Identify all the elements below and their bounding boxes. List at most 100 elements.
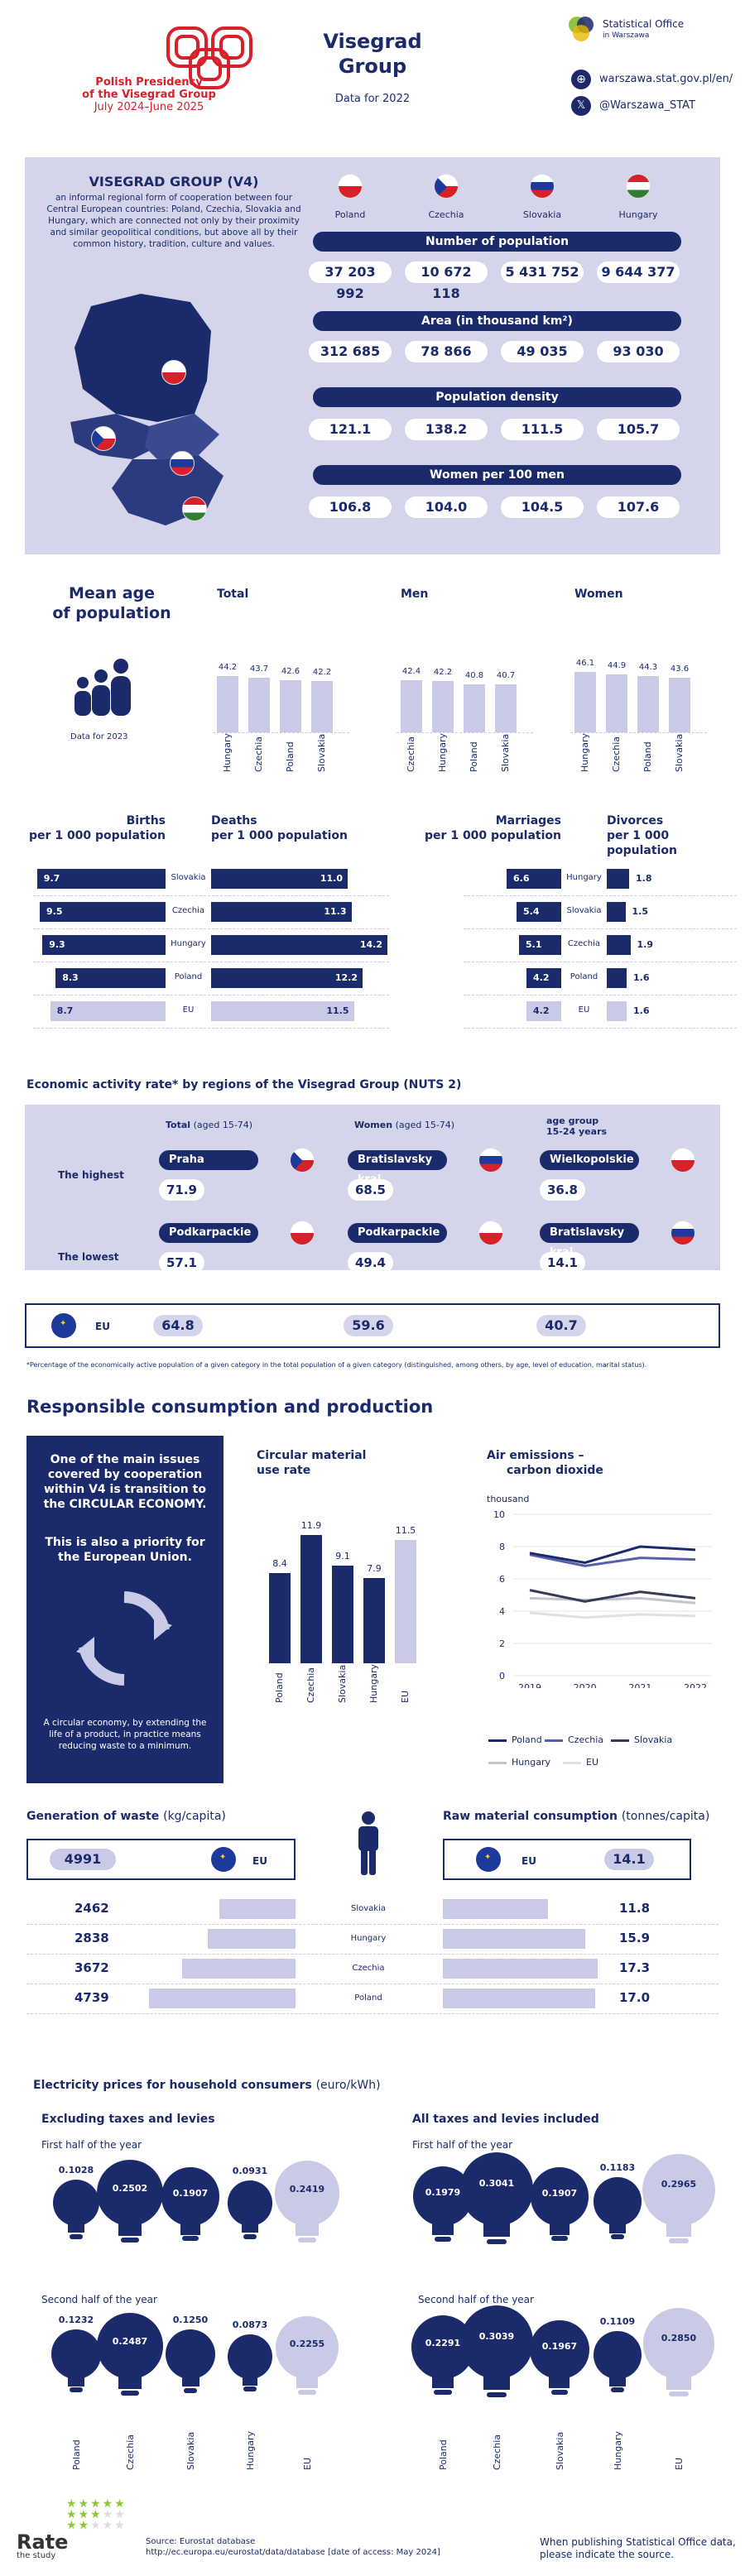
marriages-value: 4.2 xyxy=(533,972,550,983)
map-flag-slovakia xyxy=(170,451,195,476)
country-label-hungary: Hungary xyxy=(618,209,658,220)
highest-value: 36.8 xyxy=(540,1179,585,1201)
incl-h1-bulb-neck xyxy=(608,2222,627,2233)
publishing-note: When publishing Statistical Office data,… xyxy=(540,2536,736,2560)
density-czechia: 138.2 xyxy=(405,419,488,440)
twitter-handle[interactable]: @Warszawa_STAT xyxy=(599,99,696,112)
births-bar xyxy=(36,869,166,889)
excl-h2-price: 0.2255 xyxy=(289,2338,325,2349)
excl-h2-price: 0.0873 xyxy=(232,2319,268,2331)
air-unit: thousand xyxy=(487,1494,530,1504)
flag-czechia xyxy=(434,174,459,199)
incl-h1-price: 0.3041 xyxy=(478,2178,515,2190)
vital-row-divider xyxy=(464,928,737,929)
births-bar xyxy=(40,902,166,922)
waste-eu-label: EU xyxy=(252,1855,267,1867)
air-ytick: 6 xyxy=(499,1574,505,1585)
births-value: 8.3 xyxy=(62,972,79,983)
highest-label: The highest xyxy=(58,1169,124,1181)
excl-h1-bulb-icon xyxy=(227,2180,273,2226)
excl-h2-bulb-neck xyxy=(181,2375,199,2387)
lowest-value: 14.1 xyxy=(540,1252,585,1274)
elec-country-left: Czechia xyxy=(125,2434,136,2470)
excl-h1-price: 0.1907 xyxy=(172,2188,209,2199)
map-flag-czechia xyxy=(91,426,116,451)
highest-flag xyxy=(670,1148,695,1173)
divorces-value: 1.5 xyxy=(632,906,649,917)
circular-value: 8.4 xyxy=(272,1557,287,1569)
area-slovakia: 49 035 xyxy=(501,341,584,362)
air-series-hungary xyxy=(529,1596,696,1605)
mean-age-value: 42.6 xyxy=(281,666,300,676)
flag-triangle xyxy=(291,1149,303,1172)
circular-category: Czechia xyxy=(305,1667,316,1703)
women-slovakia: 104.5 xyxy=(501,496,584,518)
vital-row-divider xyxy=(464,1028,737,1029)
raw-bar xyxy=(443,1959,598,1979)
mean-age-value: 44.9 xyxy=(607,661,627,671)
circular-value: 11.5 xyxy=(395,1524,416,1536)
mean-age-value: 44.3 xyxy=(638,662,658,672)
highest-region: Praha xyxy=(159,1150,258,1170)
circular-category: Hungary xyxy=(368,1664,379,1703)
mean-age-country: Slovakia xyxy=(674,733,685,772)
air-legend-label: Slovakia xyxy=(634,1734,673,1745)
incl-h1-bulb-neck xyxy=(483,2220,510,2238)
excl-h2-bulb-neck xyxy=(67,2375,85,2387)
incl-title: All taxes and levies included xyxy=(412,2113,599,2126)
rate-study-link[interactable]: Rate the study xyxy=(17,2530,69,2560)
raw-bar xyxy=(443,1988,595,2008)
raw-bar xyxy=(443,1929,585,1949)
elec-country-left: Poland xyxy=(71,2439,82,2470)
population-band: Number of population xyxy=(313,232,681,252)
deaths-value: 11.3 xyxy=(324,906,347,917)
excl-h1-bulb-base xyxy=(70,2233,83,2239)
excl-h2-bulb-icon xyxy=(228,2334,272,2379)
lowest-flag xyxy=(290,1221,315,1245)
circular-box xyxy=(26,1436,223,1783)
waste-row-divider xyxy=(26,1924,719,1925)
person-icon xyxy=(354,1811,382,1877)
mean-age-baseline xyxy=(570,732,707,733)
bd-country: Poland xyxy=(174,972,203,981)
incl-h2-price: 0.2291 xyxy=(425,2338,461,2349)
excl-h1-bulb-base xyxy=(120,2238,140,2243)
mean-age-country: Hungary xyxy=(437,733,448,772)
births-bar xyxy=(42,935,166,955)
marriages-bar xyxy=(507,869,561,889)
air-legend-label: Czechia xyxy=(568,1734,604,1745)
mean-age-bar xyxy=(669,677,690,732)
incl-h2-bulb-icon xyxy=(530,2319,589,2379)
circular-value: 7.9 xyxy=(367,1563,382,1575)
excl-h1-bulb-icon xyxy=(274,2161,340,2226)
excl-h1-price: 0.2419 xyxy=(289,2183,325,2195)
page-title: Visegrad Group xyxy=(323,30,422,78)
mean-age-value: 42.2 xyxy=(312,667,332,677)
map-flag-poland xyxy=(161,360,186,385)
marriages-bar xyxy=(526,968,561,988)
incl-h1-bulb-icon xyxy=(530,2167,589,2226)
mean-age-total-title: Total xyxy=(217,588,249,601)
incl-h1-price: 0.2965 xyxy=(661,2179,697,2190)
activity-eu-women: 59.6 xyxy=(344,1315,393,1336)
deaths-value: 11.5 xyxy=(326,1005,349,1016)
x-icon: 𝕏 xyxy=(571,96,591,116)
excl-h1-bulb-icon xyxy=(96,2159,163,2226)
incl-h2-bulb-base xyxy=(434,2390,452,2396)
incl-h2-price: 0.3039 xyxy=(478,2331,515,2343)
area-band: Area (in thousand km²) xyxy=(313,311,681,331)
raw-eu-label: EU xyxy=(522,1855,536,1867)
elec-country-right: Czechia xyxy=(492,2434,502,2470)
marriages-value: 5.4 xyxy=(523,906,540,917)
incl-h1-bulb-icon xyxy=(642,2153,715,2226)
excl-h2-price: 0.1232 xyxy=(58,2315,94,2326)
marriages-value: 5.1 xyxy=(526,939,542,950)
density-band: Population density xyxy=(313,387,681,407)
website-link[interactable]: warszawa.stat.gov.pl/en/ xyxy=(599,73,733,85)
incl-h2-bulb-base xyxy=(486,2391,507,2397)
v4-map xyxy=(66,290,248,554)
incl-h1-bulb-base xyxy=(551,2236,568,2242)
mean-age-value: 42.2 xyxy=(433,667,453,677)
population-hungary: 9 644 377 xyxy=(597,261,680,283)
recycle-icon xyxy=(74,1589,174,1688)
